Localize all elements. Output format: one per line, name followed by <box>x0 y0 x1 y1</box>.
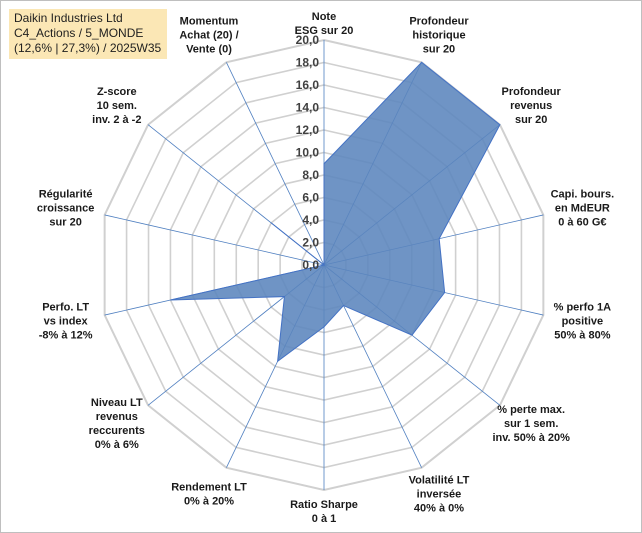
tick-label: 12,0 <box>296 123 320 137</box>
tick-label: 16,0 <box>296 78 320 92</box>
title-line-3: (12,6% | 27,3%) / 2025W35 <box>14 41 162 55</box>
axis-label: Rendement LT 0% à 20% <box>171 482 247 508</box>
chart-title-box: Daikin Industries Ltd C4_Actions / 5_MON… <box>9 9 168 59</box>
title-line-1: Daikin Industries Ltd <box>14 11 123 25</box>
tick-label: 20,0 <box>296 33 320 47</box>
axis-label: Note ESG sur 20 <box>295 11 354 37</box>
axis-label: Profondeur revenus sur 20 <box>502 86 562 126</box>
axis-label: Z-score 10 sem. inv. 2 à -2 <box>92 86 141 126</box>
series-area <box>170 61 501 363</box>
radar-axis-labels: Note ESG sur 20 Profondeur historique sur 20… <box>37 11 614 525</box>
axis-label: Perfo. LT vs index -8% à 12% <box>39 302 93 342</box>
tick-label: 10,0 <box>296 146 320 160</box>
axis-label: % perfo 1A positive 50% à 80% <box>554 302 612 342</box>
tick-label: 18,0 <box>296 56 320 70</box>
tick-label: 6,0 <box>302 191 319 205</box>
axis-label: Profondeur historique sur 20 <box>409 15 469 55</box>
radar-series <box>170 61 501 363</box>
axis-label: Capi. bours. en MdEUR 0 à 60 G€ <box>551 188 615 228</box>
axis-label: Régularité croissance sur 20 <box>37 188 94 228</box>
axis-label: Volatilité LT inversée 40% à 0% <box>409 475 470 515</box>
axis-label: Momentum Achat (20) / Vente (0) <box>179 15 238 55</box>
axis-label: % perte max. sur 1 sem. inv. 50% à 20% <box>492 404 570 444</box>
axis-label: Ratio Sharpe 0 à 1 <box>290 499 358 525</box>
axis-label: Niveau LT revenus reccurents 0% à 6% <box>89 397 145 451</box>
tick-label: 4,0 <box>302 213 319 227</box>
radar-tick-labels: 0,0 2,0 4,0 6,0 8,0 10,0 12,0 14,0 16,0 18,0 20,0 <box>296 33 320 272</box>
axis-spoke <box>226 62 325 266</box>
tick-label: 14,0 <box>296 101 320 115</box>
tick-label: 8,0 <box>302 168 319 182</box>
axis-spoke <box>104 214 325 266</box>
title-line-2: C4_Actions / 5_MONDE <box>14 26 144 40</box>
tick-label: 2,0 <box>302 236 319 250</box>
tick-label: 0,0 <box>302 258 319 272</box>
